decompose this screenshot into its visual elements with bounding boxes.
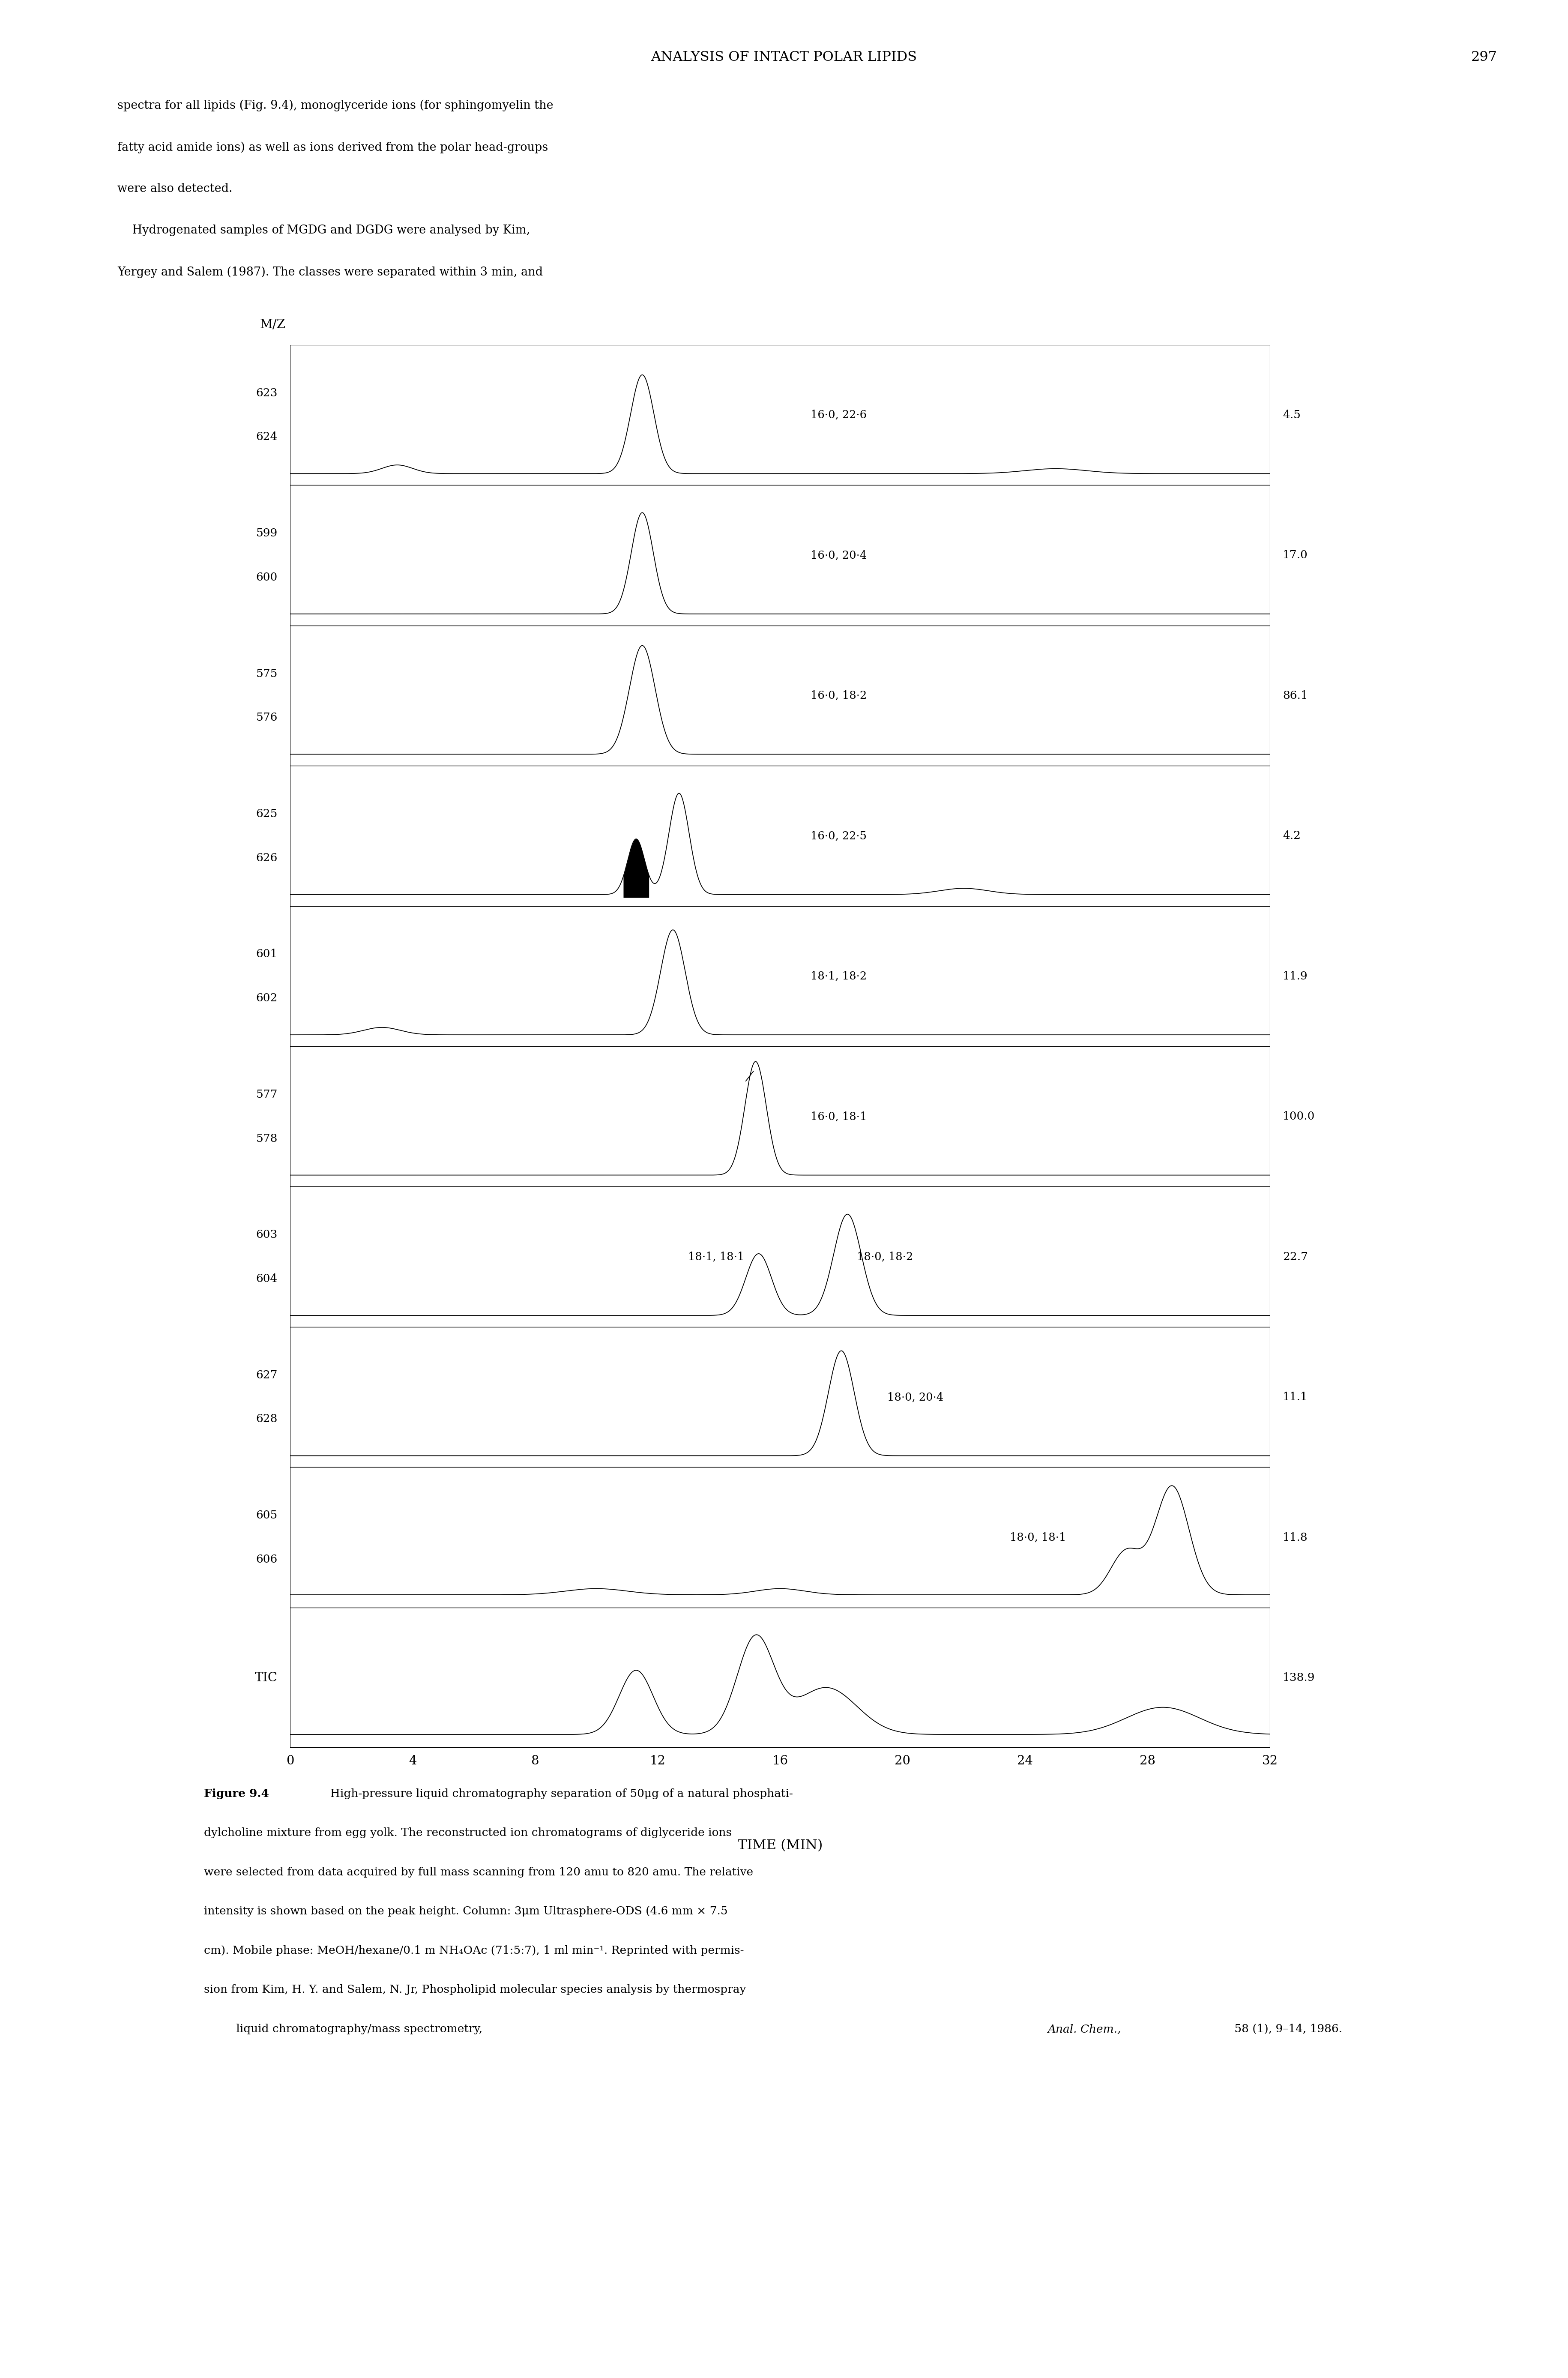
Text: 600: 600 — [256, 573, 278, 583]
Text: liquid chromatography/mass spectrometry,: liquid chromatography/mass spectrometry, — [204, 2024, 486, 2036]
Text: Hydrogenated samples of MGDG and DGDG were analysed by Kim,: Hydrogenated samples of MGDG and DGDG we… — [118, 226, 530, 235]
Text: 18·1, 18·2: 18·1, 18·2 — [811, 970, 867, 982]
Text: 601: 601 — [256, 949, 278, 958]
Text: 17.0: 17.0 — [1283, 549, 1308, 561]
Text: High-pressure liquid chromatography separation of 50μg of a natural phosphati-: High-pressure liquid chromatography sepa… — [323, 1788, 793, 1800]
Text: 16·0, 20·4: 16·0, 20·4 — [811, 549, 867, 561]
Text: 18·0, 18·1: 18·0, 18·1 — [1010, 1531, 1066, 1543]
Text: TIME (MIN): TIME (MIN) — [737, 1838, 823, 1852]
Text: 297: 297 — [1471, 50, 1497, 64]
Text: 58 (1), 9–14, 1986.: 58 (1), 9–14, 1986. — [1231, 2024, 1342, 2036]
Text: spectra for all lipids (Fig. 9.4), monoglyceride ions (for sphingomyelin the: spectra for all lipids (Fig. 9.4), monog… — [118, 100, 554, 112]
Text: were selected from data acquired by full mass scanning from 120 amu to 820 amu. : were selected from data acquired by full… — [204, 1867, 753, 1879]
Text: 18·1, 18·1: 18·1, 18·1 — [688, 1251, 745, 1263]
Text: 602: 602 — [256, 994, 278, 1004]
Text: 577: 577 — [256, 1089, 278, 1099]
Text: Yergey and Salem (1987). The classes were separated within 3 min, and: Yergey and Salem (1987). The classes wer… — [118, 266, 543, 278]
Text: 16·0, 18·1: 16·0, 18·1 — [811, 1111, 867, 1122]
Text: 624: 624 — [256, 433, 278, 442]
Text: 576: 576 — [256, 713, 278, 723]
Text: 22.7: 22.7 — [1283, 1251, 1308, 1263]
Text: 16·0, 18·2: 16·0, 18·2 — [811, 690, 867, 702]
Text: 4.5: 4.5 — [1283, 409, 1300, 421]
Text: 628: 628 — [256, 1413, 278, 1424]
Text: cm). Mobile phase: MeOH/hexane/0.1 m NH₄OAc (71:5:7), 1 ml min⁻¹. Reprinted with: cm). Mobile phase: MeOH/hexane/0.1 m NH₄… — [204, 1945, 743, 1957]
Text: 626: 626 — [256, 851, 278, 863]
Text: 575: 575 — [256, 668, 278, 680]
Text: were also detected.: were also detected. — [118, 183, 232, 195]
Text: 599: 599 — [256, 528, 278, 537]
Text: 11.1: 11.1 — [1283, 1391, 1308, 1403]
Text: 86.1: 86.1 — [1283, 690, 1308, 702]
Text: 16·0, 22·6: 16·0, 22·6 — [811, 409, 867, 421]
Text: Anal. Chem.,: Anal. Chem., — [1047, 2024, 1121, 2036]
Text: 100.0: 100.0 — [1283, 1111, 1316, 1122]
Text: 578: 578 — [256, 1134, 278, 1144]
Text: dylcholine mixture from egg yolk. The reconstructed ion chromatograms of diglyce: dylcholine mixture from egg yolk. The re… — [204, 1826, 732, 1838]
Text: 18·0, 18·2: 18·0, 18·2 — [856, 1251, 913, 1263]
Text: 606: 606 — [256, 1555, 278, 1565]
Text: 11.9: 11.9 — [1283, 970, 1308, 982]
Text: 4.2: 4.2 — [1283, 830, 1300, 842]
Text: intensity is shown based on the peak height. Column: 3μm Ultrasphere-ODS (4.6 mm: intensity is shown based on the peak hei… — [204, 1907, 728, 1917]
Text: M/Z: M/Z — [260, 319, 285, 331]
Text: fatty acid amide ions) as well as ions derived from the polar head-groups: fatty acid amide ions) as well as ions d… — [118, 143, 549, 152]
Text: 16·0, 22·5: 16·0, 22·5 — [811, 830, 867, 842]
Text: 625: 625 — [256, 809, 278, 818]
Text: 603: 603 — [256, 1229, 278, 1241]
Text: sion from Kim, H. Y. and Salem, N. Jr, Phospholipid molecular species analysis b: sion from Kim, H. Y. and Salem, N. Jr, P… — [204, 1983, 746, 1995]
Text: Figure 9.4: Figure 9.4 — [204, 1788, 270, 1800]
Text: 18·0, 20·4: 18·0, 20·4 — [887, 1391, 944, 1403]
Text: 604: 604 — [256, 1275, 278, 1284]
Text: TIC: TIC — [254, 1672, 278, 1684]
Text: 605: 605 — [256, 1510, 278, 1522]
Text: 138.9: 138.9 — [1283, 1672, 1316, 1684]
Text: 623: 623 — [256, 388, 278, 397]
Text: 11.8: 11.8 — [1283, 1531, 1308, 1543]
Text: ANALYSIS OF INTACT POLAR LIPIDS: ANALYSIS OF INTACT POLAR LIPIDS — [651, 50, 917, 64]
Text: 627: 627 — [256, 1370, 278, 1379]
